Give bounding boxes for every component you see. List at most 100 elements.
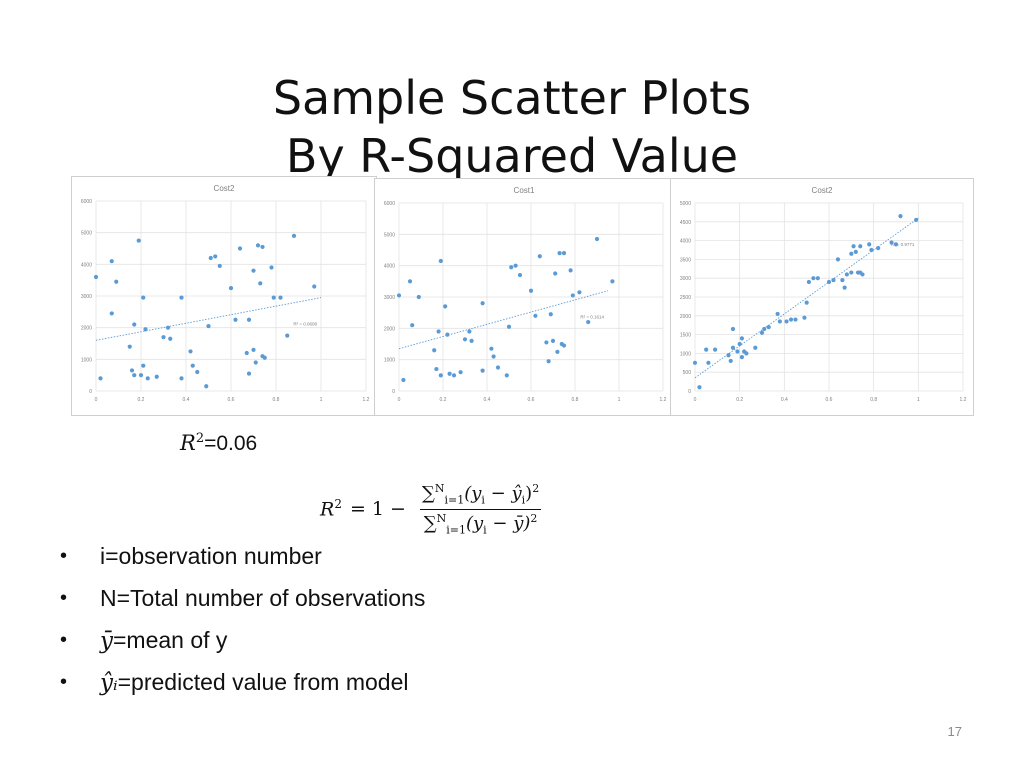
x-tick-label: 0.2 [138, 397, 145, 403]
data-point [396, 293, 402, 298]
data-point [759, 330, 765, 335]
data-point [467, 329, 472, 334]
data-point [269, 265, 274, 270]
data-point [867, 242, 872, 247]
data-point [109, 259, 114, 264]
x-tick-label: 0 [398, 397, 401, 403]
data-point [739, 355, 744, 360]
y-tick-label: 1000 [384, 358, 395, 364]
data-point [278, 295, 283, 300]
data-point [735, 349, 740, 354]
data-point [775, 311, 780, 317]
y-tick-label: 3000 [81, 294, 92, 300]
y-tick-label: 1500 [680, 333, 691, 339]
data-point [840, 277, 845, 283]
data-point [506, 324, 512, 329]
data-point [208, 255, 213, 261]
data-point [811, 276, 816, 281]
data-point [253, 360, 258, 365]
data-point [788, 317, 794, 322]
data-point [704, 347, 709, 352]
y-tick-label: 5000 [81, 231, 92, 237]
chart-title: Cost2 [214, 184, 235, 193]
data-point [188, 349, 193, 354]
y-tick-label: 3500 [680, 257, 691, 263]
x-tick-label: 0.2 [736, 397, 743, 403]
data-point [893, 242, 899, 247]
r-symbol: R [180, 431, 196, 455]
data-point [154, 374, 159, 379]
trendline-label: R² = 0.0608 [293, 322, 317, 327]
data-point [491, 354, 496, 359]
y-tick-label: 2000 [680, 314, 691, 320]
trendline [398, 290, 609, 350]
data-point [557, 251, 562, 256]
title-line-2: By R-Squared Value [285, 128, 739, 183]
data-point [555, 349, 560, 354]
data-point [141, 295, 146, 300]
data-point [561, 343, 567, 348]
data-point [835, 257, 841, 262]
y-tick-label: 6000 [384, 201, 395, 207]
data-point [93, 274, 99, 280]
data-point [550, 338, 556, 343]
data-point [132, 373, 137, 378]
data-point [469, 338, 474, 343]
trendline [95, 297, 322, 341]
formula-lhs: R2 [320, 497, 342, 521]
data-point [504, 373, 509, 378]
data-point [784, 319, 789, 324]
data-point [553, 271, 558, 276]
y-tick-label: 4000 [81, 262, 92, 268]
data-point [141, 363, 146, 368]
y-tick-label: 5000 [680, 201, 691, 207]
y-tick-label: 6000 [81, 199, 92, 205]
data-point [143, 327, 148, 332]
data-point [255, 243, 261, 248]
data-point [246, 317, 252, 322]
data-point [161, 335, 166, 340]
data-point [844, 272, 849, 277]
data-point [217, 263, 222, 269]
data-point [728, 358, 733, 364]
x-tick-label: 0.6 [826, 397, 833, 403]
trendline-label: R² = 0.1614 [580, 315, 604, 320]
data-point [258, 281, 263, 286]
data-point [260, 244, 265, 250]
data-point [98, 376, 103, 381]
data-point [129, 368, 135, 373]
data-point [434, 366, 439, 372]
data-point [109, 311, 114, 316]
data-point [291, 233, 297, 238]
data-point [228, 285, 234, 291]
data-point [726, 353, 731, 358]
data-point [438, 258, 443, 264]
r-exponent: 2 [195, 431, 205, 446]
data-point [706, 360, 711, 365]
y-tick-label: 1000 [680, 351, 691, 357]
data-point [548, 312, 553, 317]
r-squared-caption: R2=0.06 [180, 431, 257, 456]
x-tick-label: 0.8 [572, 397, 579, 403]
formula-denominator: ∑Ni=1(yi − ȳ)2 [423, 511, 538, 537]
data-point [312, 284, 317, 289]
data-point [544, 340, 549, 345]
data-point [739, 336, 744, 341]
scatter-chart-1: Cost2 0 1000 2000 3000 4000 5000 6000 0 0.2 0.4 0.6… [71, 176, 377, 416]
data-point [568, 268, 573, 273]
trendline [694, 217, 919, 379]
y-tick-label: 0 [392, 389, 395, 395]
data-point [206, 323, 211, 329]
title-line-1: Sample Scatter Plots [272, 70, 752, 125]
data-point [889, 240, 894, 245]
data-point [407, 279, 413, 284]
x-tick-label: 0.4 [781, 397, 788, 403]
x-tick-label: 1.2 [660, 397, 667, 403]
y-tick-label: 5000 [384, 232, 395, 238]
data-point [586, 319, 591, 325]
y-tick-label: 1000 [81, 357, 92, 363]
scatter-svg-1: Cost2 0 1000 2000 3000 4000 5000 6000 0 0.2 0.4 0.6… [81, 184, 370, 403]
x-tick-label: 1 [618, 397, 621, 403]
y-tick-label: 0 [688, 389, 691, 395]
data-point [561, 251, 567, 256]
